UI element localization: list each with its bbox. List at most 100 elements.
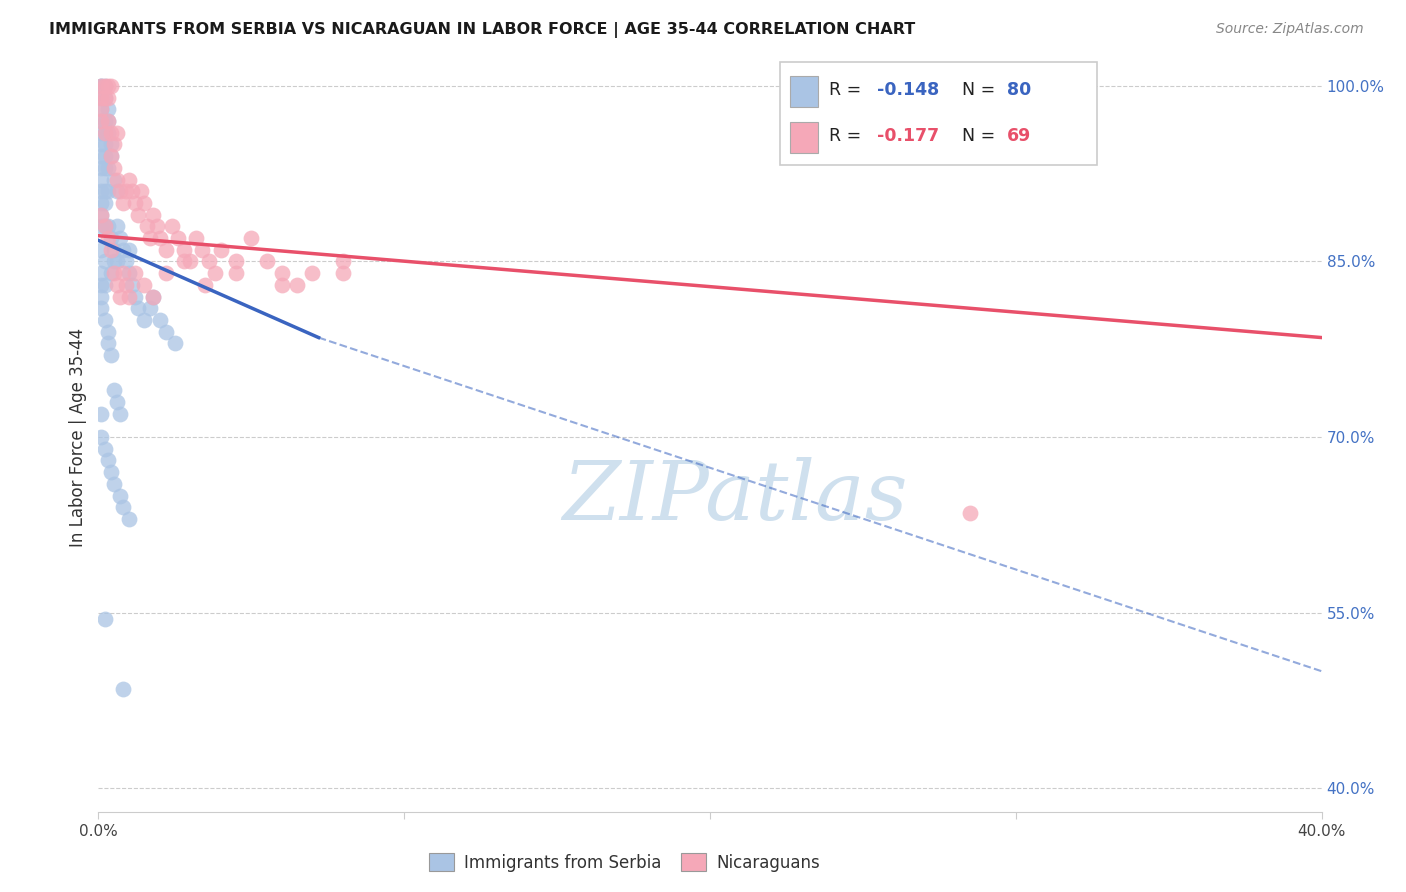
Point xyxy=(118,172,141,186)
Point xyxy=(163,336,186,351)
Point xyxy=(103,266,125,280)
Point xyxy=(105,219,128,234)
Point xyxy=(90,430,112,444)
Point xyxy=(127,301,149,316)
Point xyxy=(90,137,112,152)
Point xyxy=(90,78,112,93)
Point xyxy=(332,266,354,280)
Point xyxy=(100,465,122,479)
Point xyxy=(121,184,143,198)
Point xyxy=(93,219,115,234)
Point xyxy=(103,137,125,152)
Point xyxy=(186,231,208,245)
Text: 69: 69 xyxy=(1007,127,1031,145)
Point xyxy=(118,266,141,280)
Point xyxy=(256,254,278,268)
Point xyxy=(97,184,120,198)
Point xyxy=(127,208,149,222)
Point xyxy=(93,442,115,456)
Point xyxy=(103,384,125,398)
Point xyxy=(115,254,138,268)
Point xyxy=(93,78,115,93)
Point xyxy=(93,78,115,93)
Point xyxy=(93,196,115,211)
Point xyxy=(225,266,247,280)
Point xyxy=(134,277,156,292)
Point xyxy=(90,78,112,93)
Point xyxy=(97,114,120,128)
Point xyxy=(93,313,115,327)
Point xyxy=(103,476,125,491)
Point xyxy=(270,277,292,292)
Text: -0.148: -0.148 xyxy=(877,80,939,99)
Point xyxy=(142,289,165,303)
Point xyxy=(93,137,115,152)
Point xyxy=(97,114,120,128)
Point xyxy=(108,489,131,503)
Point xyxy=(100,78,122,93)
Point xyxy=(139,231,162,245)
Point xyxy=(111,500,134,515)
Point xyxy=(93,184,115,198)
Point xyxy=(108,289,131,303)
Point xyxy=(118,289,141,303)
Point xyxy=(118,512,141,526)
Point xyxy=(93,114,115,128)
Point xyxy=(100,243,122,257)
Point xyxy=(100,348,122,362)
Point xyxy=(97,161,120,175)
Point xyxy=(179,254,201,268)
Point xyxy=(97,78,120,93)
Point xyxy=(93,254,115,268)
Point xyxy=(90,78,112,93)
FancyBboxPatch shape xyxy=(790,76,818,106)
FancyBboxPatch shape xyxy=(790,122,818,153)
Point xyxy=(155,266,177,280)
Point xyxy=(118,243,141,257)
Point xyxy=(90,126,112,140)
Point xyxy=(108,407,131,421)
Point xyxy=(90,266,112,280)
Point xyxy=(103,161,125,175)
Point xyxy=(93,219,115,234)
Point xyxy=(121,277,143,292)
Text: N =: N = xyxy=(962,80,1001,99)
Point xyxy=(136,219,159,234)
Y-axis label: In Labor Force | Age 35-44: In Labor Force | Age 35-44 xyxy=(69,327,87,547)
Point xyxy=(332,254,354,268)
Point xyxy=(103,172,125,186)
Point xyxy=(93,90,115,104)
Point xyxy=(97,336,120,351)
Point xyxy=(90,90,112,104)
Point xyxy=(105,172,128,186)
Point xyxy=(90,114,112,128)
Point xyxy=(90,208,112,222)
Point xyxy=(124,289,146,303)
Point xyxy=(194,277,217,292)
Point xyxy=(105,395,128,409)
Point xyxy=(90,407,112,421)
FancyBboxPatch shape xyxy=(780,62,1097,165)
Text: IMMIGRANTS FROM SERBIA VS NICARAGUAN IN LABOR FORCE | AGE 35-44 CORRELATION CHAR: IMMIGRANTS FROM SERBIA VS NICARAGUAN IN … xyxy=(49,22,915,38)
Point xyxy=(90,289,112,303)
Point xyxy=(105,126,128,140)
Point xyxy=(142,208,165,222)
Point xyxy=(155,243,177,257)
Point xyxy=(100,149,122,163)
Point xyxy=(959,506,981,520)
Point xyxy=(105,184,128,198)
Point xyxy=(108,184,131,198)
Point xyxy=(115,184,138,198)
Point xyxy=(108,231,131,245)
Point xyxy=(90,277,112,292)
Point xyxy=(191,243,214,257)
Text: R =: R = xyxy=(830,127,868,145)
Point xyxy=(301,266,323,280)
Point xyxy=(204,266,226,280)
Text: ZIPatlas: ZIPatlas xyxy=(562,457,907,537)
Point xyxy=(124,266,146,280)
Point xyxy=(93,90,115,104)
Point xyxy=(103,254,125,268)
Text: N =: N = xyxy=(962,127,1001,145)
Point xyxy=(167,231,190,245)
